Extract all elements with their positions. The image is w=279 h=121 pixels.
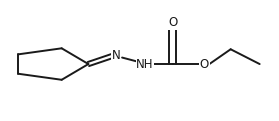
Text: O: O (200, 58, 209, 71)
Text: O: O (168, 16, 177, 29)
Text: NH: NH (136, 58, 154, 71)
Text: N: N (112, 49, 121, 62)
